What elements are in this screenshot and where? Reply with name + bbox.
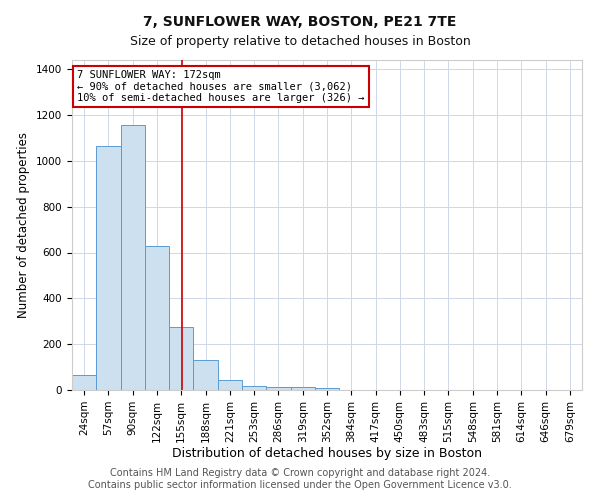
- Bar: [218, 380, 242, 390]
- Bar: [266, 386, 290, 390]
- Bar: [193, 360, 218, 390]
- Bar: [242, 386, 266, 390]
- Bar: [290, 386, 315, 390]
- Bar: [96, 146, 121, 390]
- Text: Contains HM Land Registry data © Crown copyright and database right 2024.
Contai: Contains HM Land Registry data © Crown c…: [88, 468, 512, 490]
- Bar: [72, 375, 96, 390]
- Text: 7 SUNFLOWER WAY: 172sqm
← 90% of detached houses are smaller (3,062)
10% of semi: 7 SUNFLOWER WAY: 172sqm ← 90% of detache…: [77, 70, 365, 103]
- Bar: [315, 388, 339, 390]
- Bar: [145, 246, 169, 390]
- Text: 7, SUNFLOWER WAY, BOSTON, PE21 7TE: 7, SUNFLOWER WAY, BOSTON, PE21 7TE: [143, 15, 457, 29]
- Bar: [169, 327, 193, 390]
- Bar: [121, 126, 145, 390]
- Y-axis label: Number of detached properties: Number of detached properties: [17, 132, 31, 318]
- Text: Size of property relative to detached houses in Boston: Size of property relative to detached ho…: [130, 35, 470, 48]
- X-axis label: Distribution of detached houses by size in Boston: Distribution of detached houses by size …: [172, 448, 482, 460]
